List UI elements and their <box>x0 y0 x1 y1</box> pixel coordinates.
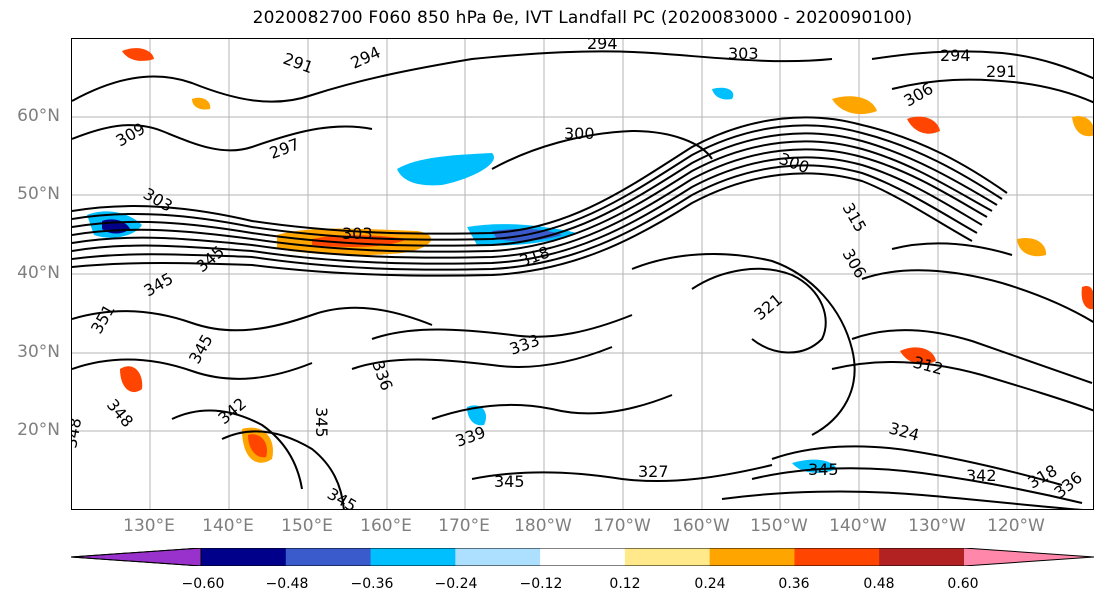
colorbar-tick: 0.36 <box>778 576 810 592</box>
contour-label: 345 <box>324 484 360 510</box>
contour-label: 309 <box>113 119 149 151</box>
contour-label: 324 <box>887 419 921 445</box>
map-panel: 291 294 294 303 294 291 306 309 297 300 … <box>71 38 1094 510</box>
colorbar-tick: −0.60 <box>181 576 225 592</box>
lon-label-120w: 120°W <box>987 516 1045 536</box>
lon-label-130w: 130°W <box>908 516 966 536</box>
contour-label: 345 <box>185 331 217 367</box>
colorbar-segment <box>455 548 541 566</box>
contour-label: 303 <box>140 184 176 216</box>
contour-label: 327 <box>638 462 669 481</box>
contour-label: 318 <box>517 242 552 270</box>
lon-label-180w: 180°W <box>514 516 572 536</box>
contour-label: 336 <box>368 358 396 393</box>
contour-label: 345 <box>808 460 839 479</box>
colorbar-segment <box>201 548 287 566</box>
contour-label: 300 <box>777 149 812 177</box>
lon-label-160w: 160°W <box>672 516 730 536</box>
contour-label: 291 <box>986 62 1017 81</box>
contour-label: 306 <box>839 246 871 282</box>
contour-label: 294 <box>587 39 618 53</box>
lat-label-20n: 20°N <box>17 420 60 440</box>
lon-label-140w: 140°W <box>829 516 887 536</box>
contour-label: 300 <box>564 124 595 143</box>
contour-label: 303 <box>342 224 373 243</box>
contour-label: 291 <box>281 49 316 77</box>
map-svg: 291 294 294 303 294 291 306 309 297 300 … <box>72 39 1093 510</box>
colorbar-segment <box>540 548 626 566</box>
lat-label-50n: 50°N <box>17 184 60 204</box>
lat-label-40n: 40°N <box>17 263 60 283</box>
contour-label: 348 <box>72 416 85 449</box>
contour-label: 351 <box>87 301 119 337</box>
lon-label-170w: 170°W <box>593 516 651 536</box>
theta-e-contours <box>72 50 1093 509</box>
contour-label: 345 <box>494 472 525 491</box>
contour-label: 312 <box>911 353 945 379</box>
contour-label: 345 <box>312 407 331 438</box>
colorbar-segment <box>624 548 711 566</box>
contour-label: 348 <box>103 395 137 431</box>
lon-label-130e: 130°E <box>123 516 175 536</box>
lon-label-150w: 150°W <box>750 516 808 536</box>
colorbar <box>71 548 1094 566</box>
contour-label: 315 <box>839 200 871 236</box>
colorbar-tick: −0.36 <box>350 576 394 592</box>
colorbar-tick: −0.24 <box>434 576 478 592</box>
lon-label-140e: 140°E <box>202 516 254 536</box>
colorbar-tick: 0.48 <box>863 576 895 592</box>
colorbar-segment <box>964 548 1094 566</box>
colorbar-tick: 0.12 <box>609 576 641 592</box>
contour-label: 321 <box>750 290 786 324</box>
colorbar-tick: −0.12 <box>519 576 563 592</box>
lat-label-30n: 30°N <box>17 342 60 362</box>
colorbar-segment <box>285 548 372 566</box>
contour-label: 303 <box>728 44 759 63</box>
contour-label: 342 <box>214 394 250 428</box>
contour-label: 294 <box>940 46 971 65</box>
lat-label-60n: 60°N <box>17 106 60 126</box>
contour-label: 345 <box>141 269 177 301</box>
colorbar-tick: 0.60 <box>947 576 979 592</box>
colorbar-segment <box>794 548 880 566</box>
colorbar-segment <box>370 548 456 566</box>
colorbar-tick: 0.24 <box>694 576 726 592</box>
contour-label: 306 <box>901 79 937 111</box>
contour-label: 294 <box>348 42 384 72</box>
colorbar-segment <box>71 548 201 566</box>
colorbar-segment <box>879 548 965 566</box>
contour-label: 339 <box>453 422 488 450</box>
contour-label: 297 <box>267 134 302 162</box>
colorbar-segment <box>709 548 795 566</box>
contour-label: 342 <box>966 466 997 485</box>
graticule <box>72 39 1093 509</box>
lon-label-150e: 150°E <box>281 516 333 536</box>
colorbar-tick: −0.48 <box>265 576 309 592</box>
lon-label-170e: 170°E <box>438 516 490 536</box>
map-title: 2020082700 F060 850 hPa θe, IVT Landfall… <box>252 8 913 28</box>
lon-label-160e: 160°E <box>360 516 412 536</box>
